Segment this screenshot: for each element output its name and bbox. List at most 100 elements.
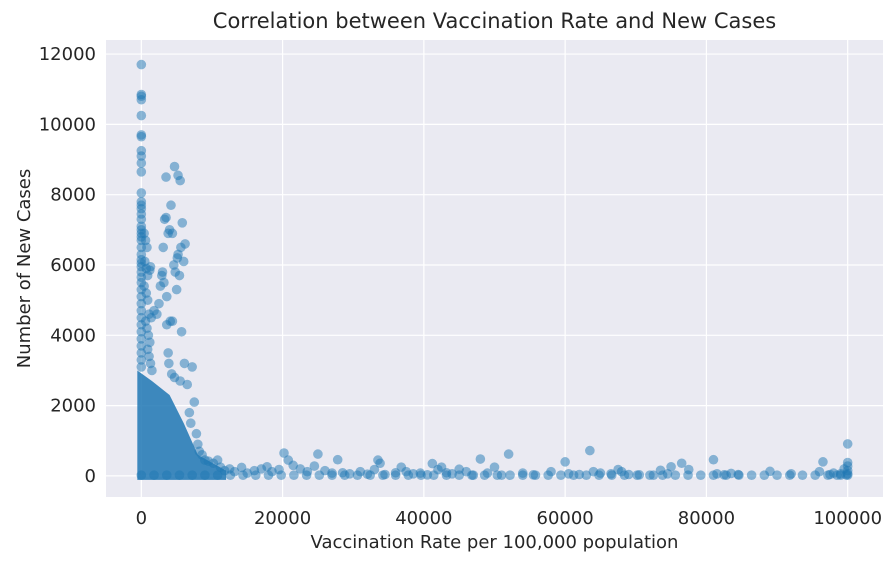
- data-point: [503, 449, 514, 459]
- data-point: [152, 309, 162, 320]
- data-point: [136, 362, 147, 372]
- data-point: [149, 470, 159, 481]
- data-point: [289, 470, 299, 481]
- data-point: [606, 468, 616, 479]
- data-point: [634, 470, 645, 480]
- data-point: [468, 470, 479, 481]
- data-point: [174, 470, 185, 481]
- y-axis-label: Number of New Cases: [14, 169, 35, 369]
- data-point: [187, 362, 197, 372]
- dense-point-cluster: [137, 370, 227, 480]
- data-point: [161, 172, 171, 182]
- data-point: [136, 470, 147, 481]
- data-point: [842, 439, 853, 449]
- data-point: [136, 214, 147, 225]
- data-point: [475, 454, 486, 464]
- data-point: [191, 428, 202, 439]
- data-point: [161, 319, 172, 330]
- data-point: [695, 470, 706, 481]
- data-point: [154, 298, 164, 309]
- data-point: [708, 454, 719, 465]
- data-point: [841, 470, 852, 480]
- data-point: [212, 470, 223, 481]
- data-point: [666, 461, 676, 472]
- data-point: [136, 305, 147, 316]
- data-point: [447, 468, 457, 479]
- x-tick-label: 100000: [813, 508, 882, 529]
- data-point: [279, 448, 289, 458]
- data-point: [161, 470, 172, 481]
- chart-title: Correlation between Vaccination Rate and…: [213, 9, 776, 33]
- data-point: [765, 466, 775, 477]
- x-tick-label: 20000: [254, 508, 311, 529]
- data-point: [176, 326, 187, 337]
- x-tick-label: 40000: [395, 508, 452, 529]
- data-point: [746, 470, 757, 481]
- data-point: [380, 469, 390, 480]
- data-point: [327, 468, 337, 478]
- data-point: [546, 466, 556, 477]
- y-tick-label: 8000: [50, 185, 96, 206]
- data-point: [185, 418, 196, 428]
- data-point: [563, 468, 574, 479]
- data-point: [733, 469, 743, 480]
- data-point: [179, 358, 190, 369]
- data-point: [229, 466, 240, 477]
- data-point: [142, 295, 153, 305]
- data-point: [422, 470, 433, 480]
- data-point: [772, 470, 782, 481]
- data-point: [427, 458, 438, 469]
- x-axis-label: Vaccination Rate per 100,000 population: [311, 532, 679, 553]
- data-point: [369, 464, 380, 475]
- data-point: [161, 212, 171, 223]
- data-point: [159, 277, 169, 288]
- x-tick-label: 0: [136, 508, 147, 529]
- data-point: [136, 131, 147, 142]
- data-point: [169, 161, 180, 172]
- data-point: [166, 200, 176, 211]
- data-point: [175, 175, 185, 186]
- data-point: [712, 468, 722, 479]
- data-point: [375, 458, 385, 469]
- data-point: [161, 291, 172, 302]
- data-point: [136, 188, 147, 198]
- x-tick-labels: 0 20000 40000 60000 80000 100000: [136, 508, 882, 529]
- data-point: [147, 365, 157, 376]
- data-point: [818, 457, 828, 467]
- data-point: [623, 469, 634, 480]
- data-points: [136, 59, 853, 481]
- data-point: [528, 470, 539, 480]
- y-tick-label: 10000: [39, 114, 96, 135]
- data-point: [157, 267, 168, 277]
- data-point: [136, 167, 147, 177]
- y-tick-label: 12000: [39, 44, 96, 65]
- data-point: [362, 469, 373, 479]
- y-tick-labels: 0 2000 4000 6000 8000 10000 12000: [39, 44, 96, 487]
- data-point: [142, 242, 152, 253]
- data-point: [309, 461, 320, 471]
- data-point: [726, 468, 736, 479]
- data-point: [274, 464, 284, 475]
- data-point: [332, 454, 343, 465]
- data-point: [136, 158, 147, 168]
- data-point: [556, 470, 566, 481]
- data-point: [171, 284, 182, 295]
- data-point: [136, 94, 147, 105]
- data-point: [574, 469, 585, 480]
- data-point: [164, 358, 174, 369]
- data-point: [676, 458, 687, 469]
- y-tick-label: 0: [85, 466, 96, 487]
- data-point: [828, 468, 839, 478]
- data-point: [167, 228, 178, 239]
- grid-lines: [106, 40, 883, 497]
- data-point: [482, 468, 493, 478]
- y-tick-label: 4000: [50, 325, 96, 346]
- data-point: [797, 470, 808, 481]
- plot-background: [106, 40, 883, 497]
- data-point: [344, 468, 355, 479]
- data-point: [136, 110, 147, 121]
- data-point: [145, 261, 156, 272]
- data-point: [683, 464, 694, 475]
- y-tick-label: 2000: [50, 396, 96, 417]
